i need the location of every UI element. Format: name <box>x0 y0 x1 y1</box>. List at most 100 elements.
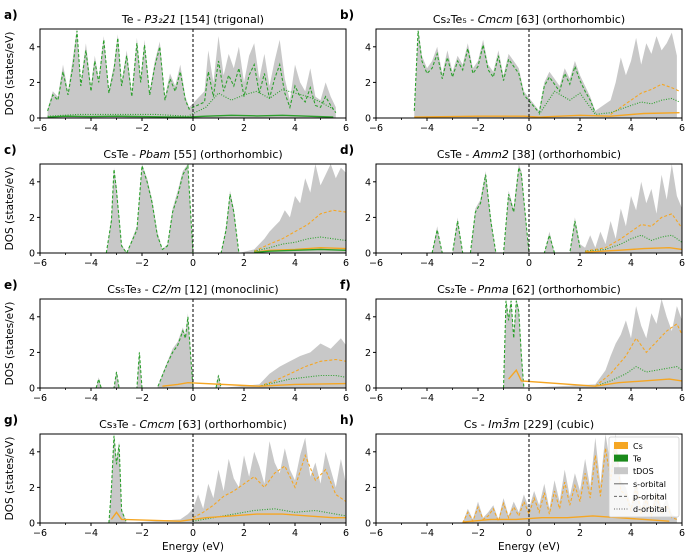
x-axis-label: Energy (eV) <box>498 541 560 553</box>
x-tick-label: 2 <box>241 393 247 404</box>
tdos-area <box>503 299 682 388</box>
title-info: [63] (orthorhombic) <box>175 418 287 431</box>
legend-label: Te <box>632 455 642 464</box>
x-tick-label: 4 <box>292 258 298 269</box>
y-axis-label: DOS (states/eV) <box>4 437 16 521</box>
x-tick-label: 2 <box>241 258 247 269</box>
x-tick-label: 6 <box>343 258 349 269</box>
x-tick-label: 0 <box>526 258 532 269</box>
te-p-orbital-line <box>105 164 240 253</box>
te-p-orbital-line <box>95 316 222 388</box>
y-tick-label: 0 <box>29 114 35 125</box>
panel-letter: g) <box>4 413 18 427</box>
title-info: [62] (orthorhombic) <box>509 283 621 296</box>
legend-swatch <box>614 442 628 449</box>
x-tick-label: 6 <box>343 528 349 539</box>
tdos-area <box>432 164 682 253</box>
cs-s-orbital-line <box>585 246 682 253</box>
plot-area <box>413 29 680 118</box>
title-formula: Cs₃Te - <box>99 418 139 431</box>
title-spacegroup: C2/m <box>152 283 181 296</box>
tdos-area <box>106 164 346 253</box>
cs-d-orbital-line <box>585 213 682 252</box>
x-tick-label: 0 <box>190 393 196 404</box>
x-tick-label: 4 <box>292 528 298 539</box>
y-tick-label: 4 <box>29 42 35 53</box>
cs-s-orbital-line <box>110 511 346 522</box>
plot-area <box>431 164 682 253</box>
title-formula: CsTe - <box>103 148 139 161</box>
y-axis-label: DOS (states/eV) <box>4 167 16 251</box>
panel-e: e) Cs₅Te₃ - C2/m [12] (monoclinic) −6 −4 −2 0… <box>4 278 349 404</box>
panel-letter: h) <box>340 413 354 427</box>
te-d-orbital-line <box>47 88 334 117</box>
x-tick-label: −4 <box>420 393 434 404</box>
x-tick-label: 4 <box>628 528 634 539</box>
x-tick-label: −4 <box>420 258 434 269</box>
panel-b: b) Cs₂Te₅ - Cmcm [63] (orthorhombic) −6 −4 −… <box>340 8 685 134</box>
te-s-orbital-line <box>254 248 346 253</box>
te-d-orbital-line <box>259 374 346 387</box>
x-tick-label: −2 <box>471 123 485 134</box>
x-tick-label: −2 <box>135 258 149 269</box>
cs-s-orbital-line <box>414 112 680 118</box>
x-tick-label: −2 <box>135 528 149 539</box>
x-tick-label: 2 <box>577 123 583 134</box>
x-tick-label: 6 <box>679 393 685 404</box>
y-tick-label: 0 <box>29 384 35 395</box>
x-tick-label: 0 <box>526 528 532 539</box>
te-d-orbital-line <box>538 90 680 115</box>
x-tick-label: 4 <box>292 393 298 404</box>
x-tick-label: 0 <box>190 123 196 134</box>
legend-label: s-orbital <box>633 480 666 489</box>
x-tick-label: −4 <box>420 123 434 134</box>
x-tick-label: 6 <box>679 528 685 539</box>
y-tick-label: 4 <box>365 312 371 323</box>
title-formula: Cs₂Te - <box>437 283 477 296</box>
legend: Cs Te tDOS s-orbital p-orbital d-orbital <box>608 436 680 518</box>
x-tick-label: 2 <box>577 528 583 539</box>
x-tick-label: −2 <box>135 393 149 404</box>
panel-letter: a) <box>4 8 18 22</box>
panel-title: Cs₂Te - Pnma [62] (orthorhombic) <box>437 283 621 296</box>
cs-s-orbital-line <box>162 381 346 387</box>
x-tick-label: 0 <box>190 258 196 269</box>
panel-letter: e) <box>4 278 18 292</box>
x-tick-label: 4 <box>292 123 298 134</box>
title-spacegroup: Pnma <box>478 283 509 296</box>
y-tick-label: 0 <box>365 519 371 530</box>
title-formula: Cs - <box>464 418 488 431</box>
title-spacegroup: Amm2 <box>472 148 509 161</box>
x-tick-label: −2 <box>135 123 149 134</box>
cs-s-orbital-line <box>254 246 346 253</box>
cs-d-orbital-line <box>253 209 346 252</box>
title-formula: Cs₅Te₃ - <box>107 283 152 296</box>
x-tick-label: −4 <box>84 528 98 539</box>
cs-d-orbital-line <box>462 444 678 523</box>
title-info: [55] (orthorhombic) <box>170 148 282 161</box>
legend-label: p-orbital <box>633 492 667 501</box>
y-tick-label: 0 <box>29 249 35 260</box>
panel-title: Cs₃Te - Cmcm [63] (orthorhombic) <box>99 418 287 431</box>
y-tick-label: 0 <box>365 384 371 395</box>
te-p-orbital-line <box>502 300 525 388</box>
title-info: [63] (orthorhombic) <box>513 13 625 26</box>
y-tick-label: 2 <box>29 78 35 89</box>
x-tick-label: −4 <box>84 258 98 269</box>
panel-a: a) Te - P3₂21 [154] (trigonal) −6 −4 −2 0 2 4 6 0… <box>4 8 349 134</box>
title-formula: Te - <box>121 13 145 26</box>
panel-title: CsTe - Amm2 [38] (orthorhombic) <box>437 148 621 161</box>
x-tick-label: −4 <box>420 528 434 539</box>
panel-g: g) Cs₃Te - Cmcm [63] (orthorhombic) −6 −4 −2… <box>4 413 349 553</box>
x-tick-label: −6 <box>369 393 383 404</box>
title-info: [38] (orthorhombic) <box>509 148 621 161</box>
x-tick-label: −6 <box>369 123 383 134</box>
x-tick-label: −4 <box>84 393 98 404</box>
y-tick-label: 2 <box>365 213 371 224</box>
panel-letter: b) <box>340 8 354 22</box>
panel-title: Te - P3₂21 [154] (trigonal) <box>121 13 264 26</box>
panel-h: h) Cs - Im3̄m [229] (cubic) −6 −4 −2 0 2 4 6 0 2 4 E… <box>340 413 685 553</box>
te-d-orbital-line <box>254 236 346 252</box>
te-s-orbital-line <box>47 114 334 118</box>
x-tick-label: 4 <box>628 258 634 269</box>
